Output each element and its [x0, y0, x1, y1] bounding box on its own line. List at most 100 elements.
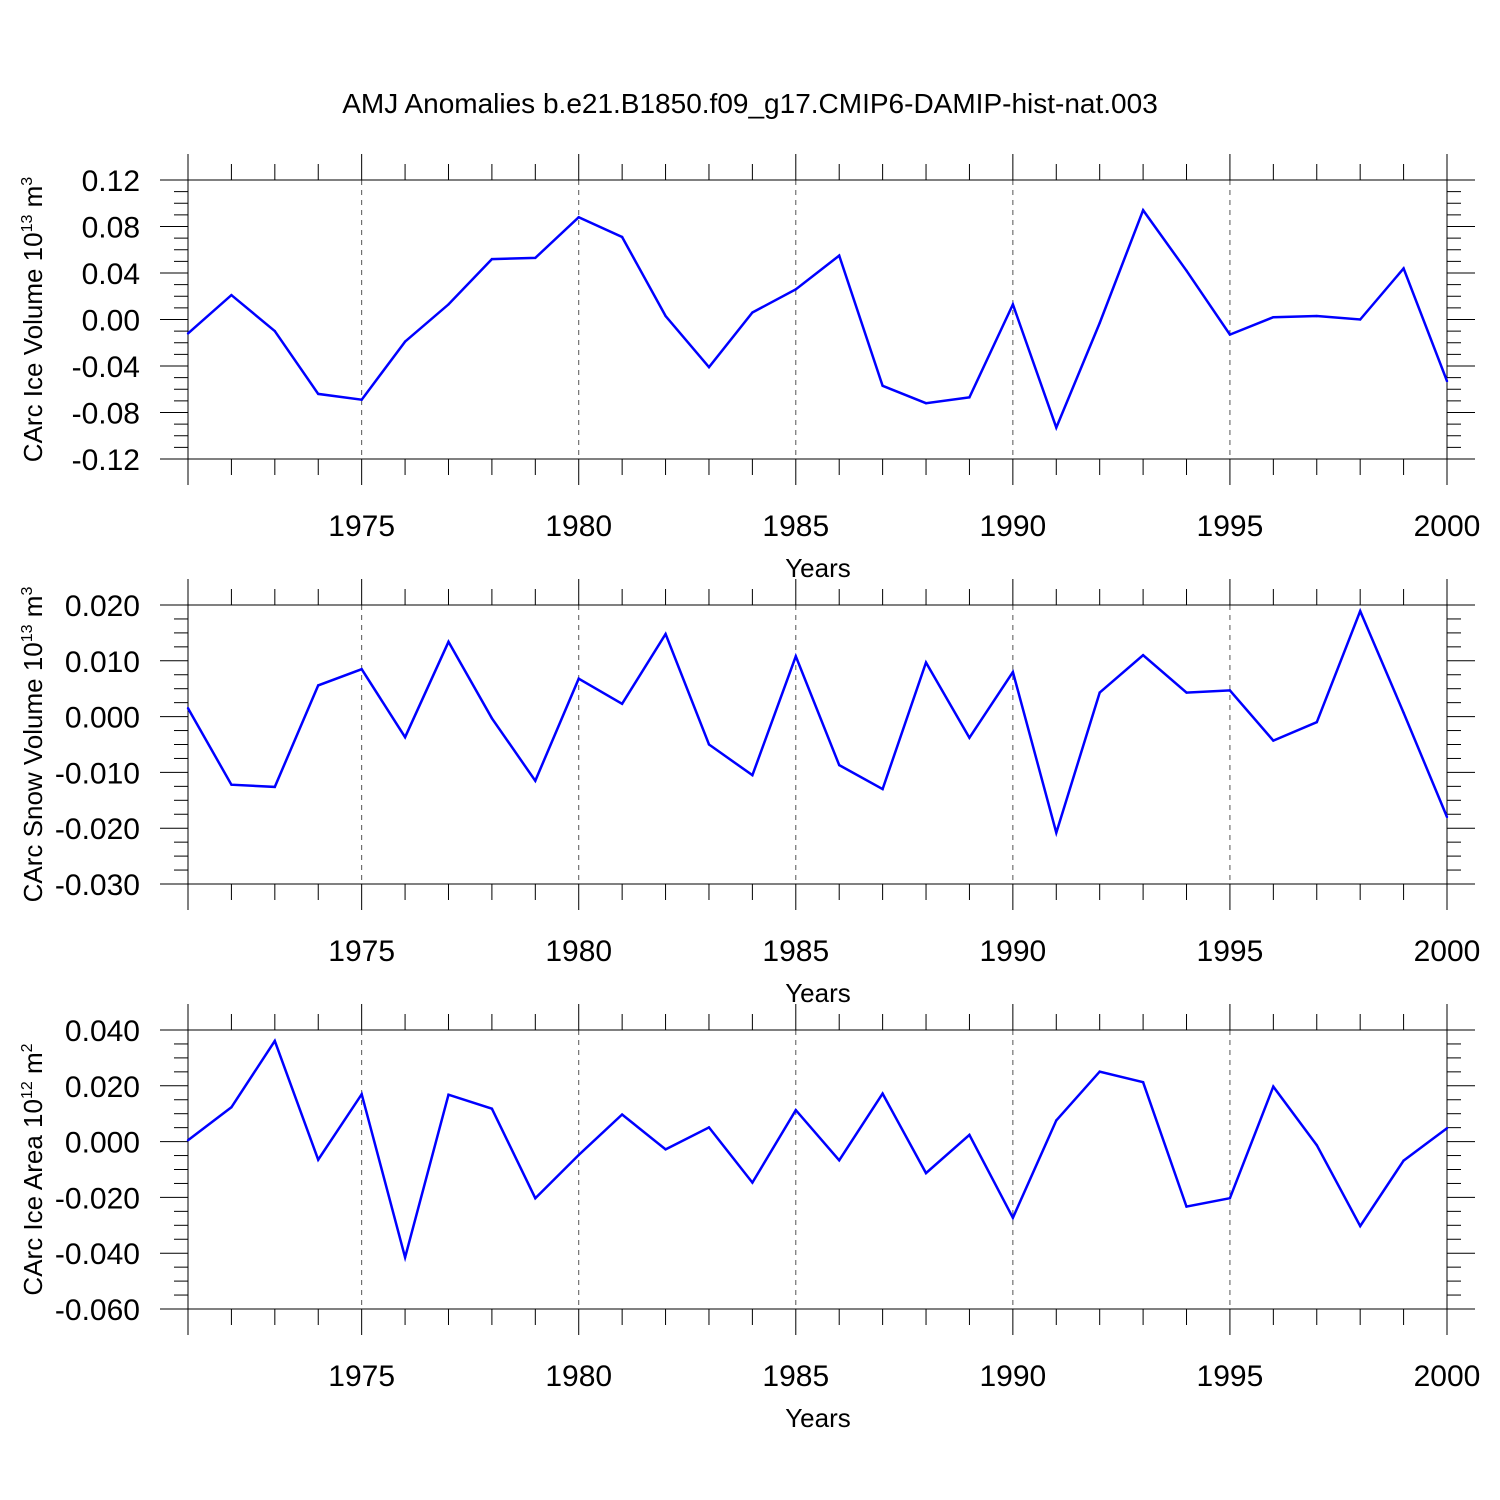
data-point	[577, 1153, 580, 1157]
data-point	[1098, 1070, 1101, 1073]
data-point	[186, 1139, 190, 1142]
data-point	[838, 254, 841, 257]
x-tick-label: 1975	[328, 935, 395, 968]
data-point	[360, 1092, 363, 1096]
data-point	[1011, 303, 1015, 306]
data-point	[1185, 1205, 1188, 1208]
data-point	[1358, 1224, 1362, 1228]
data-point	[1141, 654, 1145, 657]
data-point	[1141, 209, 1145, 212]
data-point	[360, 667, 363, 671]
x-tick-label: 1990	[979, 510, 1046, 543]
panel-1: -0.12 -0.08 -0.04 0.00 0.04 0.08 0.12 1975 1980 1…	[18, 154, 1480, 583]
data-point	[1272, 1085, 1275, 1088]
data-point	[881, 384, 884, 387]
x-axis-title: Years	[785, 553, 851, 583]
data-point	[1185, 691, 1188, 694]
data-point	[794, 1108, 797, 1112]
data-point	[1055, 831, 1058, 834]
data-point	[1098, 321, 1101, 325]
data-point	[1185, 269, 1188, 272]
data-point	[403, 340, 407, 343]
y-axis-title: CArc Snow Volume 1013 m3	[18, 587, 48, 903]
data-point	[838, 763, 841, 767]
y-tick-label: -0.020	[55, 1182, 140, 1215]
data-point	[707, 743, 711, 746]
x-tick-label: 1985	[762, 510, 829, 543]
data-point	[881, 1092, 884, 1095]
y-tick-label: 0.04	[82, 258, 140, 291]
x-tick-label: 1995	[1197, 935, 1264, 968]
x-tick-label: 1990	[979, 1360, 1046, 1393]
y-tick-label: 0.000	[65, 702, 140, 735]
y-tick-label: 0.040	[65, 1015, 140, 1048]
data-point	[1402, 1159, 1405, 1162]
data-point	[1098, 691, 1101, 694]
y-tick-label: 0.020	[65, 590, 140, 623]
data-point	[490, 1107, 494, 1110]
panel-3: -0.060 -0.040 -0.020 0.000 0.020 0.040 1975 198…	[18, 1004, 1480, 1433]
data-point	[968, 396, 971, 399]
x-tick-label: 1985	[762, 935, 829, 968]
y-tick-label: -0.08	[72, 398, 140, 431]
x-axis-title: Years	[785, 1403, 851, 1433]
y-axis-title: CArc Ice Area 1012 m2	[18, 1043, 48, 1295]
data-point	[838, 1159, 841, 1162]
data-point	[490, 717, 494, 720]
data-point	[534, 1197, 537, 1200]
x-tick-label: 2000	[1414, 935, 1481, 968]
x-tick-label: 1995	[1197, 1360, 1264, 1393]
data-point	[230, 293, 233, 297]
y-tick-label: 0.010	[65, 646, 140, 679]
data-point	[317, 1158, 320, 1161]
data-point	[794, 655, 797, 658]
data-point	[968, 736, 971, 740]
data-point	[664, 314, 667, 318]
x-axis-title: Years	[785, 978, 851, 1008]
data-point	[1011, 670, 1015, 674]
data-point	[924, 661, 928, 664]
data-point	[881, 787, 884, 791]
data-point	[1228, 333, 1232, 336]
data-point	[273, 329, 277, 333]
y-tick-label: -0.060	[55, 1294, 140, 1327]
data-point	[317, 684, 320, 687]
data-point	[1315, 314, 1318, 318]
x-tick-label: 1980	[545, 510, 612, 543]
data-point	[664, 1148, 667, 1151]
data-point	[273, 1039, 277, 1043]
data-point	[1055, 426, 1058, 429]
data-point	[490, 257, 494, 261]
y-tick-label: -0.040	[55, 1238, 140, 1271]
data-point	[447, 1093, 450, 1096]
data-point	[751, 773, 754, 777]
data-point	[620, 702, 624, 705]
data-point	[534, 779, 537, 782]
data-point	[447, 640, 450, 644]
data-point	[707, 1126, 711, 1129]
data-point	[707, 365, 711, 369]
x-tick-label: 1980	[545, 935, 612, 968]
y-tick-label: 0.000	[65, 1127, 140, 1160]
data-point	[186, 332, 190, 335]
data-point	[1228, 1197, 1232, 1200]
data-point	[1445, 815, 1449, 819]
data-point	[1272, 315, 1275, 319]
y-tick-label: -0.030	[55, 869, 140, 902]
data-point	[317, 392, 320, 396]
x-tick-label: 2000	[1414, 510, 1481, 543]
x-tick-label: 1990	[979, 935, 1046, 968]
chart-title: AMJ Anomalies b.e21.B1850.f09_g17.CMIP6-…	[342, 88, 1158, 119]
data-point	[1011, 1216, 1015, 1219]
data-point	[1445, 1127, 1449, 1130]
x-tick-label: 2000	[1414, 1360, 1481, 1393]
data-point	[186, 707, 190, 710]
data-point	[794, 288, 797, 291]
data-point	[751, 1181, 754, 1184]
y-tick-label: -0.12	[72, 444, 140, 477]
data-point	[968, 1133, 971, 1137]
y-axis-title: CArc Ice Volume 1013 m3	[18, 177, 48, 462]
y-tick-label: 0.00	[82, 305, 140, 338]
x-tick-label: 1985	[762, 1360, 829, 1393]
